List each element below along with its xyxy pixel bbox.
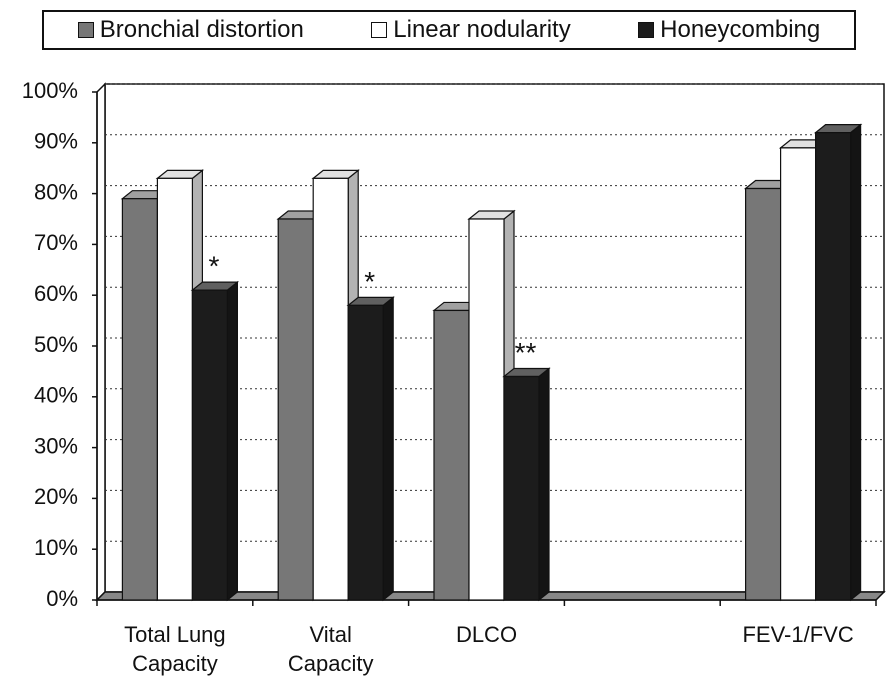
y-tick-label: 60% <box>34 281 78 306</box>
bar <box>190 280 240 602</box>
bar-front <box>433 309 470 601</box>
annotation: ** <box>515 337 537 368</box>
bar-front <box>347 304 384 601</box>
bar-side <box>382 296 394 602</box>
side-wall <box>96 82 106 602</box>
bar-side <box>226 280 238 602</box>
bar <box>346 296 395 602</box>
y-tick-label: 0% <box>46 586 78 611</box>
y-tick-label: 100% <box>22 78 78 103</box>
legend-label: Honeycombing <box>660 16 821 43</box>
bar-front <box>779 147 817 601</box>
annotation: * <box>208 251 219 282</box>
legend-item: Linear nodularity <box>371 16 571 44</box>
y-tick-label: 10% <box>34 535 78 560</box>
x-tick-label: DLCO <box>455 622 518 647</box>
bar-front <box>468 218 505 601</box>
bar-front <box>121 198 159 601</box>
legend-label: Bronchial distortion <box>99 16 304 43</box>
legend-swatch <box>77 22 94 38</box>
bar-front <box>503 375 540 601</box>
legend-swatch <box>638 22 655 38</box>
bar-side <box>538 367 550 602</box>
annotation: * <box>364 266 375 297</box>
bar-front <box>191 289 228 601</box>
bar-front <box>814 132 852 601</box>
legend-item: Bronchial distortion <box>77 16 304 44</box>
legend: Bronchial distortion Linear nodularity Hon… <box>42 10 856 50</box>
y-tick-label: 40% <box>34 383 78 408</box>
legend-label: Linear nodularity <box>393 16 571 43</box>
bar-front <box>277 218 314 601</box>
x-tick-label: FEV-1/FVC <box>742 622 854 647</box>
bar-front <box>744 187 782 601</box>
y-tick-label: 30% <box>34 433 78 458</box>
bar-side <box>849 123 862 602</box>
y-tick-label: 90% <box>34 129 78 154</box>
x-tick-label: Vital Capacity <box>287 622 374 676</box>
legend-item: Honeycombing <box>638 16 820 44</box>
x-tick-label: Total Lung Capacity <box>124 622 226 676</box>
bar <box>502 367 551 602</box>
y-tick-label: 80% <box>34 179 78 204</box>
legend-swatch <box>371 22 388 38</box>
y-tick-label: 20% <box>34 484 78 509</box>
bar-front <box>312 177 349 601</box>
y-tick-label: 50% <box>34 332 78 357</box>
bar-front <box>156 177 193 601</box>
y-tick-label: 70% <box>34 230 78 255</box>
bar <box>813 123 863 602</box>
